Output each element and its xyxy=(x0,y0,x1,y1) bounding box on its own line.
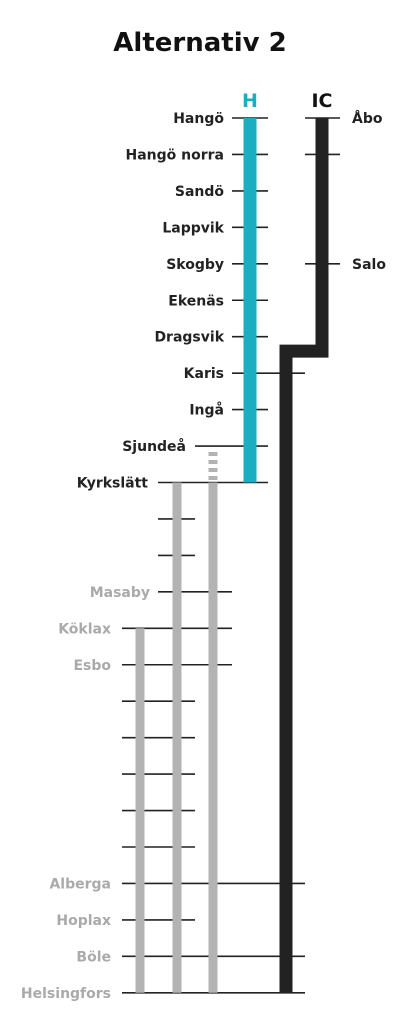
line-headers: H IC xyxy=(242,90,332,112)
ic-line-label: IC xyxy=(311,90,332,112)
station-label: Esbo xyxy=(73,658,111,674)
station-label: Dragsvik xyxy=(154,330,224,346)
ic-line xyxy=(279,118,329,993)
station-label: Ekenäs xyxy=(168,293,224,309)
station-label: Köklax xyxy=(58,621,111,637)
station-label: Helsingfors xyxy=(21,986,111,1002)
station-label: Böle xyxy=(76,949,111,965)
station-label: Lappvik xyxy=(162,220,224,236)
ic-station-label: Åbo xyxy=(352,110,383,127)
station-label: Masaby xyxy=(90,585,150,601)
station-label: Sjundeå xyxy=(122,438,186,455)
diagram-title: Alternativ 2 xyxy=(113,28,287,58)
station-labels: Hangö Hangö norra Sandö Lappvik Skogby Ekenäs… xyxy=(21,110,386,1002)
station-label: Skogby xyxy=(166,257,224,273)
h-line-label: H xyxy=(242,90,258,112)
station-label: Alberga xyxy=(49,876,111,892)
station-label: Hoplax xyxy=(56,913,111,929)
station-label: Hangö norra xyxy=(126,147,225,163)
station-label: Sandö xyxy=(175,184,225,200)
ic-station-label: Salo xyxy=(352,257,386,273)
station-ticks xyxy=(122,117,340,994)
station-label: Hangö xyxy=(173,111,224,127)
station-label: Kyrkslätt xyxy=(77,476,149,492)
station-label: Ingå xyxy=(189,402,224,419)
station-label: Karis xyxy=(184,366,224,382)
route-lines xyxy=(135,118,329,993)
